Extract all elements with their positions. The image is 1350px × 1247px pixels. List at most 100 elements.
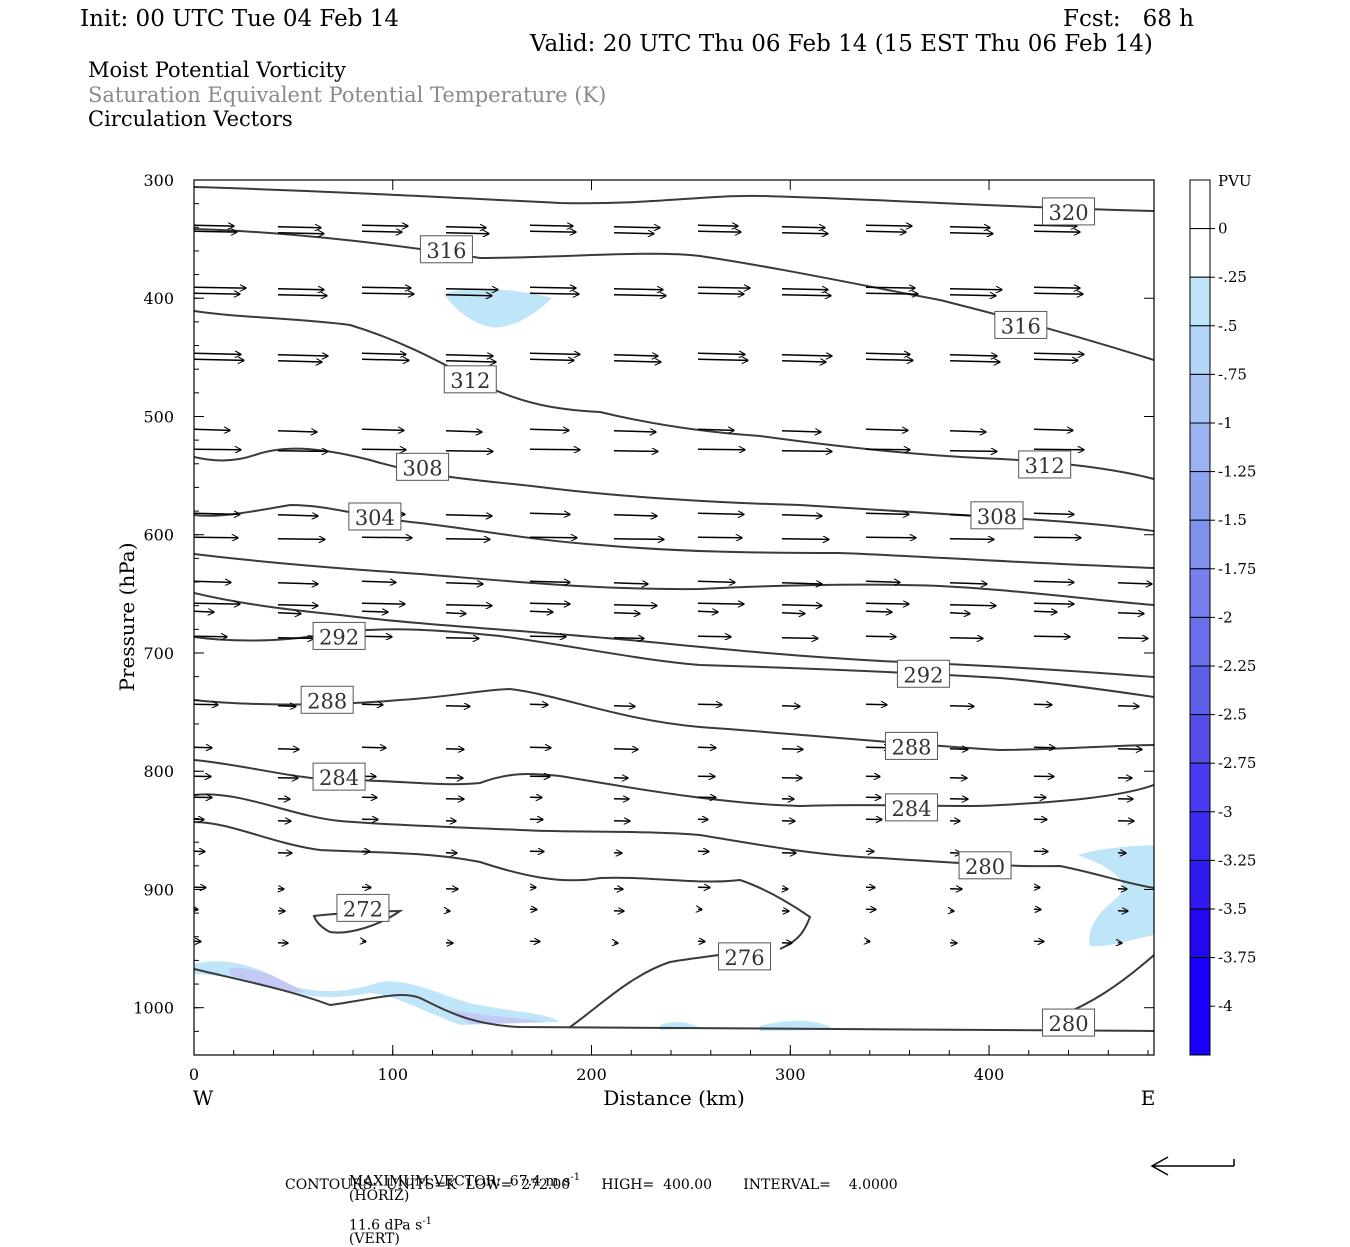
- circulation-vector: [530, 704, 548, 705]
- circulation-vector: [614, 613, 640, 614]
- circulation-vector: [278, 539, 325, 540]
- x-tick-label: 300: [775, 1065, 806, 1084]
- circulation-vector: [362, 537, 412, 538]
- circulation-vector: [950, 605, 996, 606]
- legend-swatch: [1190, 715, 1210, 764]
- circulation-vector: [1118, 613, 1144, 614]
- circulation-vector: [698, 581, 735, 582]
- legend-swatch: [1190, 909, 1210, 958]
- circulation-vector: [362, 636, 392, 637]
- circulation-vector: [530, 611, 553, 612]
- circulation-vector: [782, 431, 821, 432]
- circulation-vector: [362, 449, 406, 450]
- circulation-vector: [1034, 449, 1084, 450]
- circulation-vector: [530, 231, 576, 232]
- legend-label: -.25: [1218, 268, 1247, 286]
- circulation-vector: [866, 611, 892, 612]
- legend-label: -1.75: [1218, 560, 1256, 578]
- circulation-vector: [698, 537, 742, 538]
- circulation-vector: [782, 361, 826, 362]
- circulation-vector: [1034, 747, 1055, 748]
- circulation-vector: [278, 583, 318, 584]
- circulation-vector: [950, 539, 994, 540]
- circulation-vector: [782, 605, 822, 606]
- circulation-vector: [782, 233, 828, 234]
- circulation-vector: [698, 636, 731, 637]
- circulation-vector: [362, 747, 386, 748]
- circulation-vector: [698, 231, 741, 232]
- legend-label: -3.25: [1218, 851, 1256, 869]
- circulation-vector: [530, 537, 577, 538]
- footer-max-vector: MAXIMUM VECTOR: 67.4 m s-1 (HORIZ) 11.6 …: [340, 1159, 580, 1246]
- circulation-vector: [530, 513, 570, 514]
- circulation-vector: [950, 431, 986, 432]
- legend-swatch: [1190, 423, 1210, 472]
- circulation-vector: [614, 638, 644, 639]
- circulation-vector: [446, 451, 493, 452]
- legend-label: -4: [1218, 997, 1233, 1015]
- y-tick-label: 300: [143, 171, 174, 190]
- circulation-vector: [782, 749, 803, 750]
- circulation-vector: [362, 359, 409, 360]
- circulation-vector: [446, 289, 498, 290]
- circulation-vector: [866, 353, 910, 354]
- circulation-vector: [866, 704, 887, 705]
- legend-swatch: [1190, 229, 1210, 278]
- circulation-vector: [362, 704, 383, 705]
- circulation-vector: [950, 289, 1002, 290]
- cross-section-chart: 3203163163123123083083042922922882882842…: [0, 0, 1350, 1200]
- circulation-vector: [614, 605, 657, 606]
- circulation-vector: [614, 515, 657, 516]
- contour-label: 312: [1025, 454, 1065, 478]
- circulation-vector: [362, 603, 405, 604]
- legend-label: -1.25: [1218, 463, 1256, 481]
- circulation-vector: [950, 638, 983, 639]
- circulation-vector: [782, 227, 825, 228]
- circulation-vector: [446, 515, 492, 516]
- pv-region: [1078, 845, 1154, 946]
- circulation-vector: [614, 227, 660, 228]
- x-end-label-east: E: [1141, 1086, 1156, 1110]
- legend-label: -.5: [1218, 317, 1237, 335]
- contour-label: 280: [965, 855, 1005, 879]
- circulation-vector: [698, 293, 744, 294]
- circulation-vector: [278, 451, 328, 452]
- legend-swatch: [1190, 666, 1210, 715]
- contour-label: 276: [725, 946, 765, 970]
- circulation-vector: [1034, 429, 1073, 430]
- circulation-vector: [866, 537, 916, 538]
- circulation-vector: [362, 611, 388, 612]
- circulation-vector: [446, 706, 470, 707]
- circulation-vector: [194, 611, 214, 612]
- circulation-vector: [194, 429, 230, 430]
- legend-swatch: [1190, 617, 1210, 666]
- theta-isentrope: [194, 822, 810, 949]
- unit-exponent: -1: [422, 1216, 432, 1227]
- theta-isentrope: [194, 969, 1154, 1031]
- legend-swatch: [1190, 812, 1210, 861]
- circulation-vector: [866, 429, 908, 430]
- circulation-vector: [950, 706, 974, 707]
- circulation-vector: [614, 706, 635, 707]
- contour-label: 284: [319, 766, 359, 790]
- circulation-vector: [1034, 513, 1074, 514]
- circulation-vector: [614, 355, 658, 356]
- circulation-vector: [614, 583, 648, 584]
- circulation-vector: [278, 638, 314, 639]
- legend-label: -.75: [1218, 365, 1247, 383]
- circulation-vector: [446, 539, 490, 540]
- x-tick-label: 400: [974, 1065, 1005, 1084]
- contour-label: 320: [1048, 201, 1088, 225]
- circulation-vector: [278, 355, 328, 356]
- contour-labels: 3203163163123123083083042922922882882842…: [301, 198, 1094, 1036]
- circulation-vector: [950, 613, 970, 614]
- circulation-vector: [278, 605, 318, 606]
- legend-swatch: [1190, 180, 1210, 229]
- circulation-vector: [782, 451, 832, 452]
- circulation-vector: [698, 359, 748, 360]
- x-axis-label: Distance (km): [603, 1086, 745, 1110]
- contour-label: 312: [450, 369, 490, 393]
- pv-legend: PVU0-.25-.5-.75-1-1.25-1.5-1.75-2-2.25-2…: [1190, 172, 1256, 1055]
- legend-label: -3: [1218, 803, 1233, 821]
- circulation-vector: [950, 233, 993, 234]
